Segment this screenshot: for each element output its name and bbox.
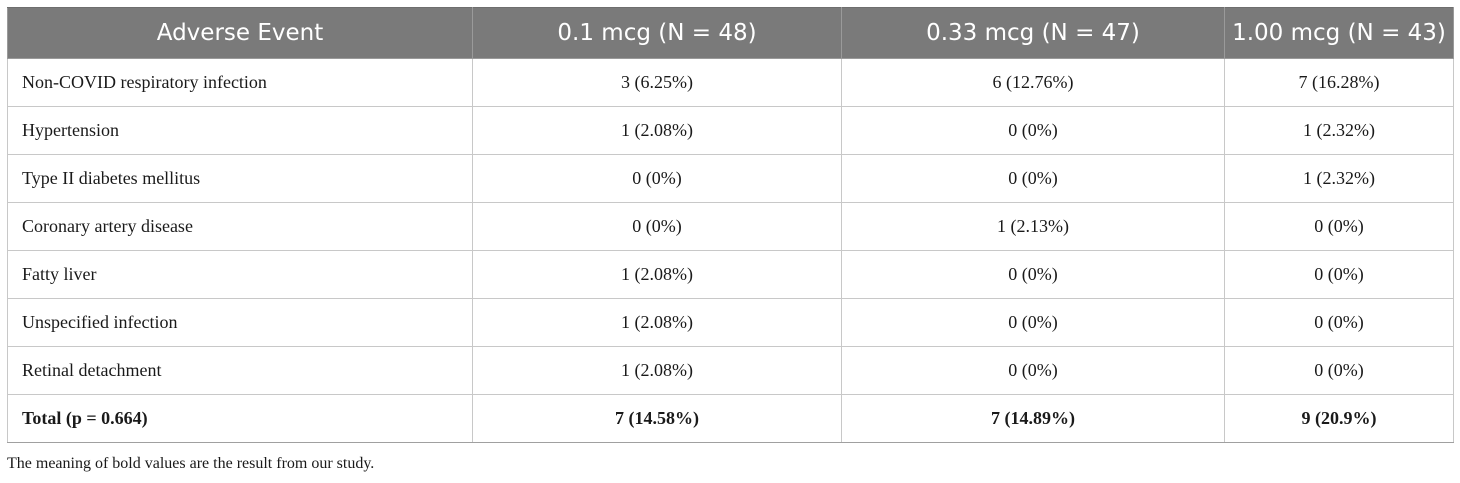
value-cell: 0 (0%) — [1224, 250, 1454, 299]
table-row: Hypertension 1 (2.08%) 0 (0%) 1 (2.32%) — [7, 106, 1454, 155]
value-cell: 6 (12.76%) — [841, 58, 1225, 107]
value-cell: 1 (2.32%) — [1224, 106, 1454, 155]
table-row: Fatty liver 1 (2.08%) 0 (0%) 0 (0%) — [7, 250, 1454, 299]
table-header-row: Adverse Event 0.1 mcg (N = 48) 0.33 mcg … — [7, 7, 1454, 59]
event-name-cell: Hypertension — [7, 106, 473, 155]
event-name-cell: Unspecified infection — [7, 298, 473, 347]
total-value-cell: 7 (14.58%) — [472, 394, 842, 443]
table-row: Coronary artery disease 0 (0%) 1 (2.13%)… — [7, 202, 1454, 251]
total-label-cell: Total (p = 0.664) — [7, 394, 473, 443]
event-name-cell: Coronary artery disease — [7, 202, 473, 251]
value-cell: 1 (2.32%) — [1224, 154, 1454, 203]
table-row: Non-COVID respiratory infection 3 (6.25%… — [7, 58, 1454, 107]
total-row: Total (p = 0.664) 7 (14.58%) 7 (14.89%) … — [7, 394, 1454, 443]
adverse-events-table: Adverse Event 0.1 mcg (N = 48) 0.33 mcg … — [7, 7, 1454, 443]
value-cell: 0 (0%) — [841, 106, 1225, 155]
value-cell: 0 (0%) — [472, 154, 842, 203]
value-cell: 7 (16.28%) — [1224, 58, 1454, 107]
column-header-dose-1-00: 1.00 mcg (N = 43) — [1224, 7, 1454, 59]
table-row: Unspecified infection 1 (2.08%) 0 (0%) 0… — [7, 298, 1454, 347]
value-cell: 1 (2.08%) — [472, 346, 842, 395]
column-header-adverse-event: Adverse Event — [7, 7, 473, 59]
total-value-cell: 9 (20.9%) — [1224, 394, 1454, 443]
value-cell: 3 (6.25%) — [472, 58, 842, 107]
table-row: Retinal detachment 1 (2.08%) 0 (0%) 0 (0… — [7, 346, 1454, 395]
column-header-dose-0-1: 0.1 mcg (N = 48) — [472, 7, 842, 59]
event-name-cell: Non-COVID respiratory infection — [7, 58, 473, 107]
adverse-events-table-container: Adverse Event 0.1 mcg (N = 48) 0.33 mcg … — [7, 7, 1454, 443]
value-cell: 0 (0%) — [841, 346, 1225, 395]
total-value-cell: 7 (14.89%) — [841, 394, 1225, 443]
value-cell: 0 (0%) — [472, 202, 842, 251]
value-cell: 0 (0%) — [1224, 202, 1454, 251]
value-cell: 1 (2.13%) — [841, 202, 1225, 251]
event-name-cell: Retinal detachment — [7, 346, 473, 395]
table-footnote: The meaning of bold values are the resul… — [7, 455, 375, 472]
table-row: Type II diabetes mellitus 0 (0%) 0 (0%) … — [7, 154, 1454, 203]
value-cell: 0 (0%) — [841, 154, 1225, 203]
event-name-cell: Type II diabetes mellitus — [7, 154, 473, 203]
value-cell: 1 (2.08%) — [472, 250, 842, 299]
value-cell: 0 (0%) — [1224, 346, 1454, 395]
value-cell: 0 (0%) — [1224, 298, 1454, 347]
event-name-cell: Fatty liver — [7, 250, 473, 299]
value-cell: 1 (2.08%) — [472, 106, 842, 155]
value-cell: 0 (0%) — [841, 298, 1225, 347]
column-header-dose-0-33: 0.33 mcg (N = 47) — [841, 7, 1225, 59]
value-cell: 1 (2.08%) — [472, 298, 842, 347]
value-cell: 0 (0%) — [841, 250, 1225, 299]
